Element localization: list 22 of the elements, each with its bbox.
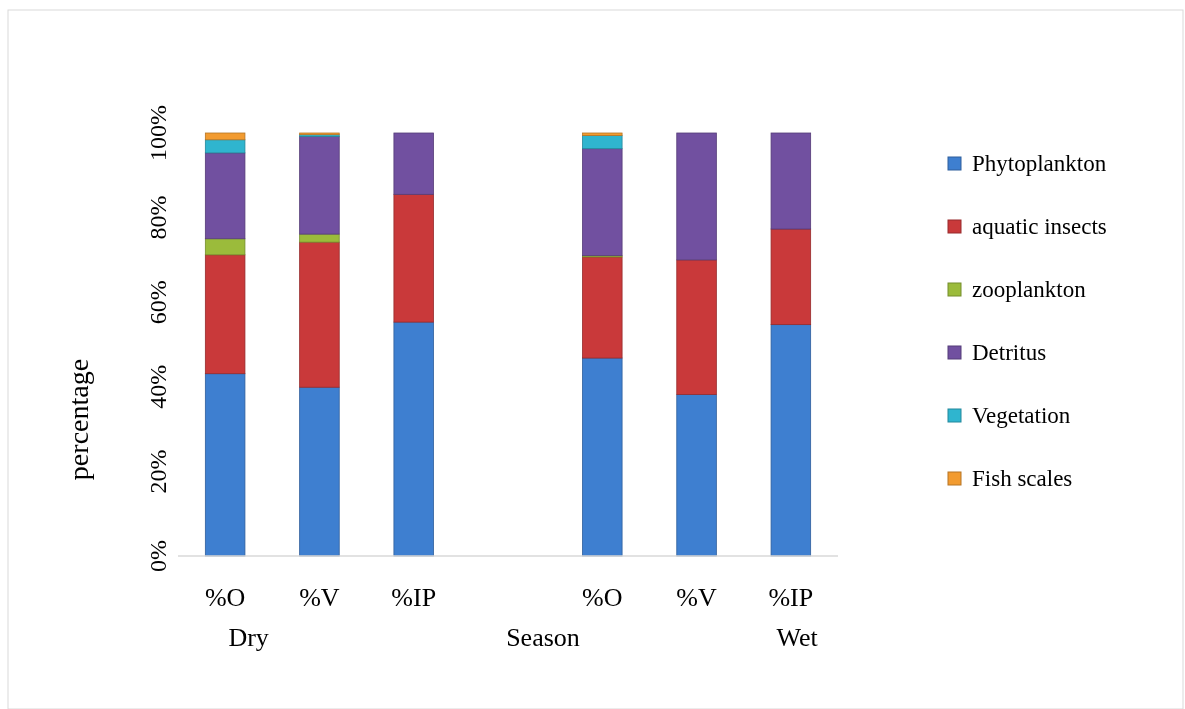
text: Dry bbox=[228, 623, 269, 652]
legend-label: zooplankton bbox=[972, 276, 1087, 302]
x-tick-label: %V bbox=[676, 583, 718, 612]
x-tick-label: %O bbox=[582, 583, 623, 612]
y-tick-label: 60% bbox=[145, 280, 171, 325]
y-tick-label: 100% bbox=[145, 105, 171, 161]
text: Season bbox=[506, 623, 580, 652]
text: Wet bbox=[776, 623, 819, 652]
x-tick-label: %IP bbox=[391, 583, 437, 612]
legend-label: Fish scales bbox=[972, 465, 1073, 491]
y-tick-label: 80% bbox=[145, 195, 171, 240]
legend-label: aquatic insects bbox=[972, 213, 1107, 239]
legend-label: Detritus bbox=[972, 339, 1047, 365]
y-tick-label: 20% bbox=[145, 449, 171, 494]
legend-label: Phytoplankton bbox=[972, 150, 1107, 176]
y-tick-label: 0% bbox=[145, 540, 171, 572]
y-tick-label: 40% bbox=[145, 364, 171, 409]
legend-label: Vegetation bbox=[972, 402, 1071, 428]
x-tick-label: %V bbox=[299, 583, 340, 612]
x-tick-label: %IP bbox=[768, 583, 814, 612]
y-axis-title: percentage bbox=[62, 358, 94, 481]
x-tick-label: %O bbox=[204, 583, 246, 612]
